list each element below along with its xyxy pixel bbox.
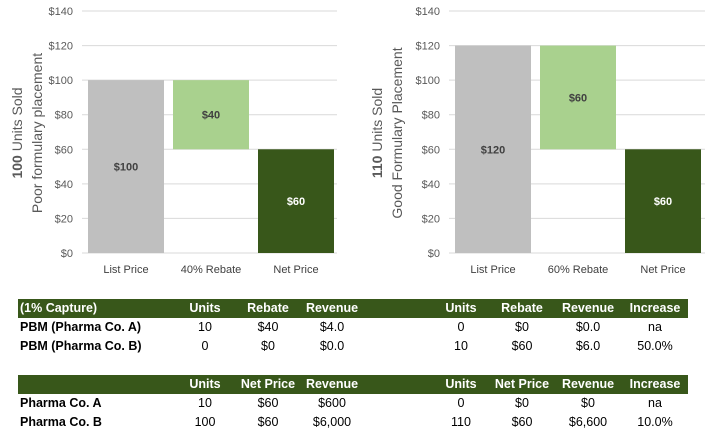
header-rebate: Rebate	[247, 301, 289, 315]
cell: 10	[454, 339, 468, 353]
cell: $6.0	[575, 339, 601, 353]
bar	[258, 149, 334, 253]
cell: $6,600	[568, 415, 608, 429]
header-revenue-2: Revenue	[561, 301, 615, 315]
chart-poor-placement: $0 $20 $40 $60 $80 $100 $120 $140 $100 $40 $60 Li…	[9, 6, 337, 276]
table-row: Pharma Co. A 10 $60 $600 0 $0 $0 na	[18, 394, 688, 413]
cell: 0	[201, 339, 209, 353]
y-tick-label: $100	[416, 75, 440, 87]
cell: $60	[511, 339, 533, 353]
y-tick-label: $0	[428, 248, 440, 260]
x-category-label: Net Price	[640, 264, 685, 276]
x-category-label: 40% Rebate	[181, 264, 242, 276]
y-tick-label: $80	[55, 110, 73, 122]
y-axis-sublabel: Good Formulary Placement	[389, 47, 405, 218]
cell: $0.0	[319, 339, 345, 353]
bar-data-label: $100	[114, 162, 138, 174]
header-net-price: Net Price	[240, 377, 296, 391]
header-increase: Increase	[629, 301, 681, 315]
cell: $60	[511, 415, 533, 429]
cell: $0	[261, 339, 275, 353]
cell: $60	[257, 396, 279, 410]
y-tick-label: $140	[49, 6, 73, 18]
cell: $0	[581, 396, 595, 410]
rebate-table: (1% Capture) Units Rebate Revenue Units …	[18, 299, 688, 357]
cell: $4.0	[319, 320, 345, 334]
cell: 10	[198, 320, 212, 334]
row-label: Pharma Co. A	[20, 396, 102, 410]
cell: 10	[198, 396, 212, 410]
rebate-table-header: (1% Capture) Units Rebate Revenue Units …	[18, 299, 688, 318]
cell: $600	[318, 396, 346, 410]
table-row: PBM (Pharma Co. B) 0 $0 $0.0 10 $60 $6.0…	[18, 337, 688, 356]
cell: $40	[257, 320, 279, 334]
cell: $60	[257, 415, 279, 429]
y-tick-label: $0	[61, 248, 73, 260]
row-label: Pharma Co. B	[20, 415, 102, 429]
bar	[455, 45, 531, 254]
y-axis-label-count: 100	[9, 155, 25, 179]
header-units: Units	[189, 377, 221, 391]
row-label: PBM (Pharma Co. A)	[20, 320, 142, 334]
net-price-table: Units Net Price Revenue Units Net Price …	[18, 375, 688, 433]
y-tick-label: $60	[422, 144, 440, 156]
bar-data-label: $60	[569, 92, 587, 104]
y-axis-label-units: Units Sold	[9, 87, 25, 151]
header-units-2: Units	[445, 301, 477, 315]
y-tick-label: $20	[422, 213, 440, 225]
header-revenue-2: Revenue	[561, 377, 615, 391]
y-tick-label: $120	[416, 41, 440, 53]
y-axis-label-count: 110	[369, 155, 385, 178]
header-net-price-2: Net Price	[494, 377, 550, 391]
y-axis-sublabel: Poor formulary placement	[29, 53, 45, 213]
y-tick-label: $40	[55, 179, 73, 191]
cell: $0	[515, 396, 529, 410]
y-tick-label: $120	[49, 41, 73, 53]
y-tick-label: $100	[49, 75, 73, 87]
cell: na	[648, 396, 662, 410]
cell: 0	[457, 396, 465, 410]
bar-data-label: $60	[654, 196, 672, 208]
cell: $0	[515, 320, 529, 334]
header-units: Units	[189, 301, 221, 315]
header-rebate-2: Rebate	[501, 301, 543, 315]
net-price-table-header: Units Net Price Revenue Units Net Price …	[18, 375, 688, 394]
bar	[173, 80, 249, 150]
cell: 10.0%	[637, 415, 673, 429]
bar	[88, 80, 164, 254]
header-revenue: Revenue	[305, 377, 359, 391]
cell: 50.0%	[637, 339, 673, 353]
x-category-label: 60% Rebate	[548, 264, 609, 276]
bar	[625, 149, 701, 253]
x-category-label: Net Price	[273, 264, 318, 276]
cell: 0	[457, 320, 465, 334]
cell: na	[648, 320, 662, 334]
y-axis-label: 100 Units Sold	[9, 87, 25, 178]
y-tick-label: $40	[422, 179, 440, 191]
row-label: PBM (Pharma Co. B)	[20, 339, 142, 353]
header-units-2: Units	[445, 377, 477, 391]
bar-data-label: $120	[481, 144, 505, 156]
bar	[540, 45, 616, 150]
header-capture: (1% Capture)	[20, 301, 98, 315]
y-tick-label: $80	[422, 110, 440, 122]
bar-data-label: $60	[287, 196, 305, 208]
table-row: Pharma Co. B 100 $60 $6,000 110 $60 $6,6…	[18, 413, 688, 432]
cell: $0.0	[575, 320, 601, 334]
x-category-label: List Price	[470, 264, 515, 276]
y-tick-label: $60	[55, 144, 73, 156]
table-row: PBM (Pharma Co. A) 10 $40 $4.0 0 $0 $0.0…	[18, 318, 688, 337]
bar-data-label: $40	[202, 110, 220, 122]
cell: 100	[194, 415, 216, 429]
header-revenue: Revenue	[305, 301, 359, 315]
header-increase: Increase	[629, 377, 681, 391]
y-axis-label-units: Units Sold	[369, 88, 385, 152]
cell: $6,000	[312, 415, 352, 429]
chart-good-placement: $0 $20 $40 $60 $80 $100 $120 $140 $120 $60 $60 Li…	[369, 6, 705, 276]
cell: 110	[451, 415, 471, 429]
y-tick-label: $140	[416, 6, 440, 18]
y-axis-label: 110 Units Sold	[369, 88, 385, 178]
y-tick-label: $20	[55, 213, 73, 225]
x-category-label: List Price	[103, 264, 148, 276]
